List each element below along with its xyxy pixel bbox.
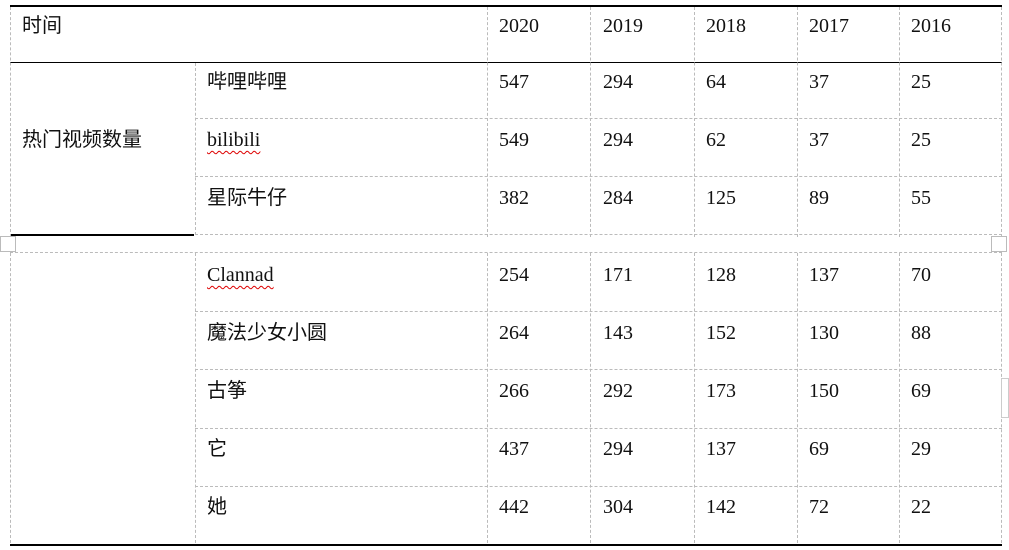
table-bottom-rule — [10, 544, 1002, 546]
cell-value: 150 — [809, 380, 839, 402]
cell-value: 70 — [911, 264, 931, 286]
cell-value: 547 — [499, 71, 529, 93]
cell-value: 284 — [603, 187, 633, 209]
header-year: 2018 — [706, 15, 746, 37]
cell-value: 437 — [499, 438, 529, 460]
cell-value: 142 — [706, 496, 736, 518]
cell-value: 37 — [809, 129, 829, 151]
cell-value: 62 — [706, 129, 726, 151]
cell-value: 29 — [911, 438, 931, 460]
row-divider — [10, 252, 1002, 253]
cell-value: 294 — [603, 129, 633, 151]
cell-value: 22 — [911, 496, 931, 518]
cell-value: 130 — [809, 322, 839, 344]
group-label: 热门视频数量 — [22, 129, 142, 151]
row-divider — [195, 486, 1002, 487]
column-divider — [590, 253, 591, 543]
header-corner-label: 时间 — [22, 15, 62, 37]
row-name: 她 — [207, 496, 227, 518]
table-top-rule — [10, 5, 1002, 7]
cell-value: 128 — [706, 264, 736, 286]
row-name: Clannad — [207, 264, 274, 286]
row-divider — [195, 311, 1002, 312]
cell-value: 152 — [706, 322, 736, 344]
margin-marker — [1001, 378, 1009, 418]
cell-value: 64 — [706, 71, 726, 93]
column-divider — [1001, 7, 1002, 237]
column-divider — [590, 7, 591, 237]
row-name: 哔哩哔哩 — [207, 71, 287, 93]
cell-value: 137 — [809, 264, 839, 286]
header-year: 2019 — [603, 15, 643, 37]
column-divider — [694, 253, 695, 543]
page-break-marker-left — [0, 236, 16, 252]
column-divider — [694, 7, 695, 237]
cell-value: 171 — [603, 264, 633, 286]
cell-value: 88 — [911, 322, 931, 344]
column-divider — [10, 253, 11, 543]
cell-value: 294 — [603, 438, 633, 460]
row-divider — [195, 176, 1002, 177]
column-divider — [10, 7, 11, 237]
cell-value: 37 — [809, 71, 829, 93]
row-name: 魔法少女小圆 — [207, 322, 327, 344]
cell-value: 25 — [911, 71, 931, 93]
cell-value: 69 — [809, 438, 829, 460]
cell-value: 143 — [603, 322, 633, 344]
column-divider — [797, 253, 798, 543]
cell-value: 72 — [809, 496, 829, 518]
cell-value: 442 — [499, 496, 529, 518]
column-divider — [487, 253, 488, 543]
cell-value: 294 — [603, 71, 633, 93]
cell-value: 304 — [603, 496, 633, 518]
column-divider — [195, 253, 196, 543]
cell-value: 69 — [911, 380, 931, 402]
cell-value: 125 — [706, 187, 736, 209]
cell-value: 137 — [706, 438, 736, 460]
cell-value: 89 — [809, 187, 829, 209]
row-name: 星际牛仔 — [207, 187, 287, 209]
cell-value: 266 — [499, 380, 529, 402]
row-divider — [195, 118, 1002, 119]
cell-value: 264 — [499, 322, 529, 344]
column-divider — [899, 253, 900, 543]
page-break-rule — [10, 234, 194, 236]
cell-value: 55 — [911, 187, 931, 209]
column-divider — [797, 7, 798, 237]
header-year: 2017 — [809, 15, 849, 37]
page-break-gap — [0, 238, 1009, 252]
cell-value: 549 — [499, 129, 529, 151]
row-divider — [195, 234, 1002, 235]
cell-value: 173 — [706, 380, 736, 402]
cell-value: 382 — [499, 187, 529, 209]
cell-value: 292 — [603, 380, 633, 402]
row-divider — [195, 369, 1002, 370]
column-divider — [487, 7, 488, 237]
row-name: 古筝 — [207, 380, 247, 402]
cell-value: 25 — [911, 129, 931, 151]
column-divider — [195, 63, 196, 235]
header-year: 2020 — [499, 15, 539, 37]
cell-value: 254 — [499, 264, 529, 286]
page-break-marker-right — [991, 236, 1007, 252]
row-name: bilibili — [207, 129, 261, 151]
row-name: 它 — [207, 438, 227, 460]
header-year: 2016 — [911, 15, 951, 37]
row-divider — [195, 428, 1002, 429]
column-divider — [899, 7, 900, 237]
header-bottom-rule — [10, 62, 1002, 63]
